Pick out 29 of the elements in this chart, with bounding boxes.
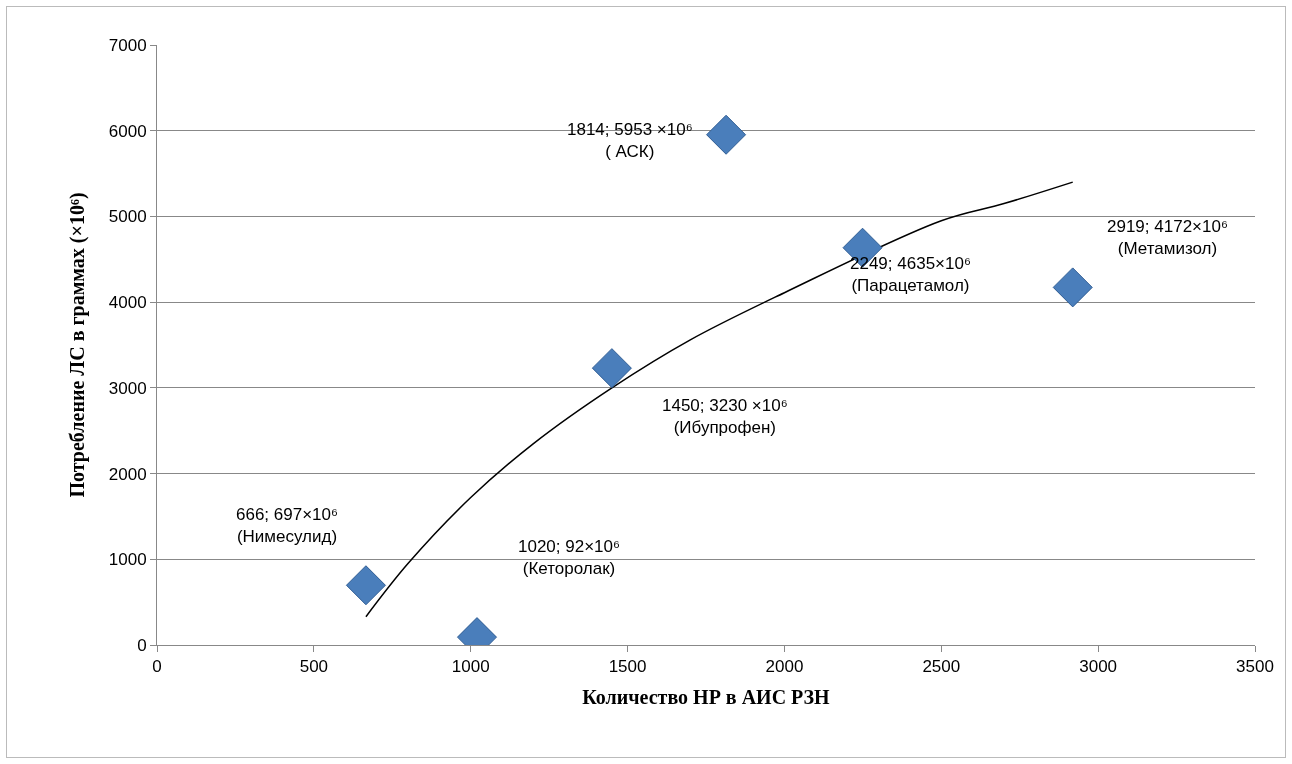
y-tick-label: 2000 xyxy=(108,464,147,484)
data-label: 2919; 4172×10⁶ (Метамизол) xyxy=(1107,217,1228,259)
y-tick-label: 7000 xyxy=(108,35,147,55)
point xyxy=(1052,267,1093,308)
data-label: 1814; 5953 ×10⁶ ( АСК) xyxy=(567,120,693,162)
y-tick-label: 6000 xyxy=(108,121,147,141)
point xyxy=(706,114,747,155)
x-tick-label: 0 xyxy=(152,657,162,677)
y-axis-title: Потребление ЛС в граммах (×10⁶) xyxy=(66,192,90,498)
x-tick-label: 500 xyxy=(299,657,329,677)
data-label: 2249; 4635×10⁶ (Парацетамол) xyxy=(850,254,971,296)
point xyxy=(345,565,386,606)
x-tick-label: 2500 xyxy=(922,657,961,677)
x-tick-label: 3000 xyxy=(1079,657,1118,677)
data-label: 1020; 92×10⁶ (Кеторолак) xyxy=(518,537,621,579)
point xyxy=(591,348,632,389)
line-series xyxy=(365,181,1074,618)
x-tick-label: 1500 xyxy=(608,657,647,677)
y-tick-label: 3000 xyxy=(108,378,147,398)
x-tick-label: 3500 xyxy=(1236,657,1274,677)
data-label: 1450; 3230 ×10⁶ (Ибупрофен) xyxy=(662,396,788,438)
x-axis-title: Количество НР в АИС РЗН xyxy=(582,685,831,708)
y-tick-label: 5000 xyxy=(108,207,147,227)
x-tick-label: 1000 xyxy=(451,657,490,677)
data-label: 666; 697×10⁶ (Нимесулид) xyxy=(236,505,339,547)
x-tick-label: 2000 xyxy=(765,657,804,677)
y-tick-label: 4000 xyxy=(108,293,147,313)
y-tick-label: 0 xyxy=(137,635,147,655)
y-tick-label: 1000 xyxy=(108,550,147,570)
